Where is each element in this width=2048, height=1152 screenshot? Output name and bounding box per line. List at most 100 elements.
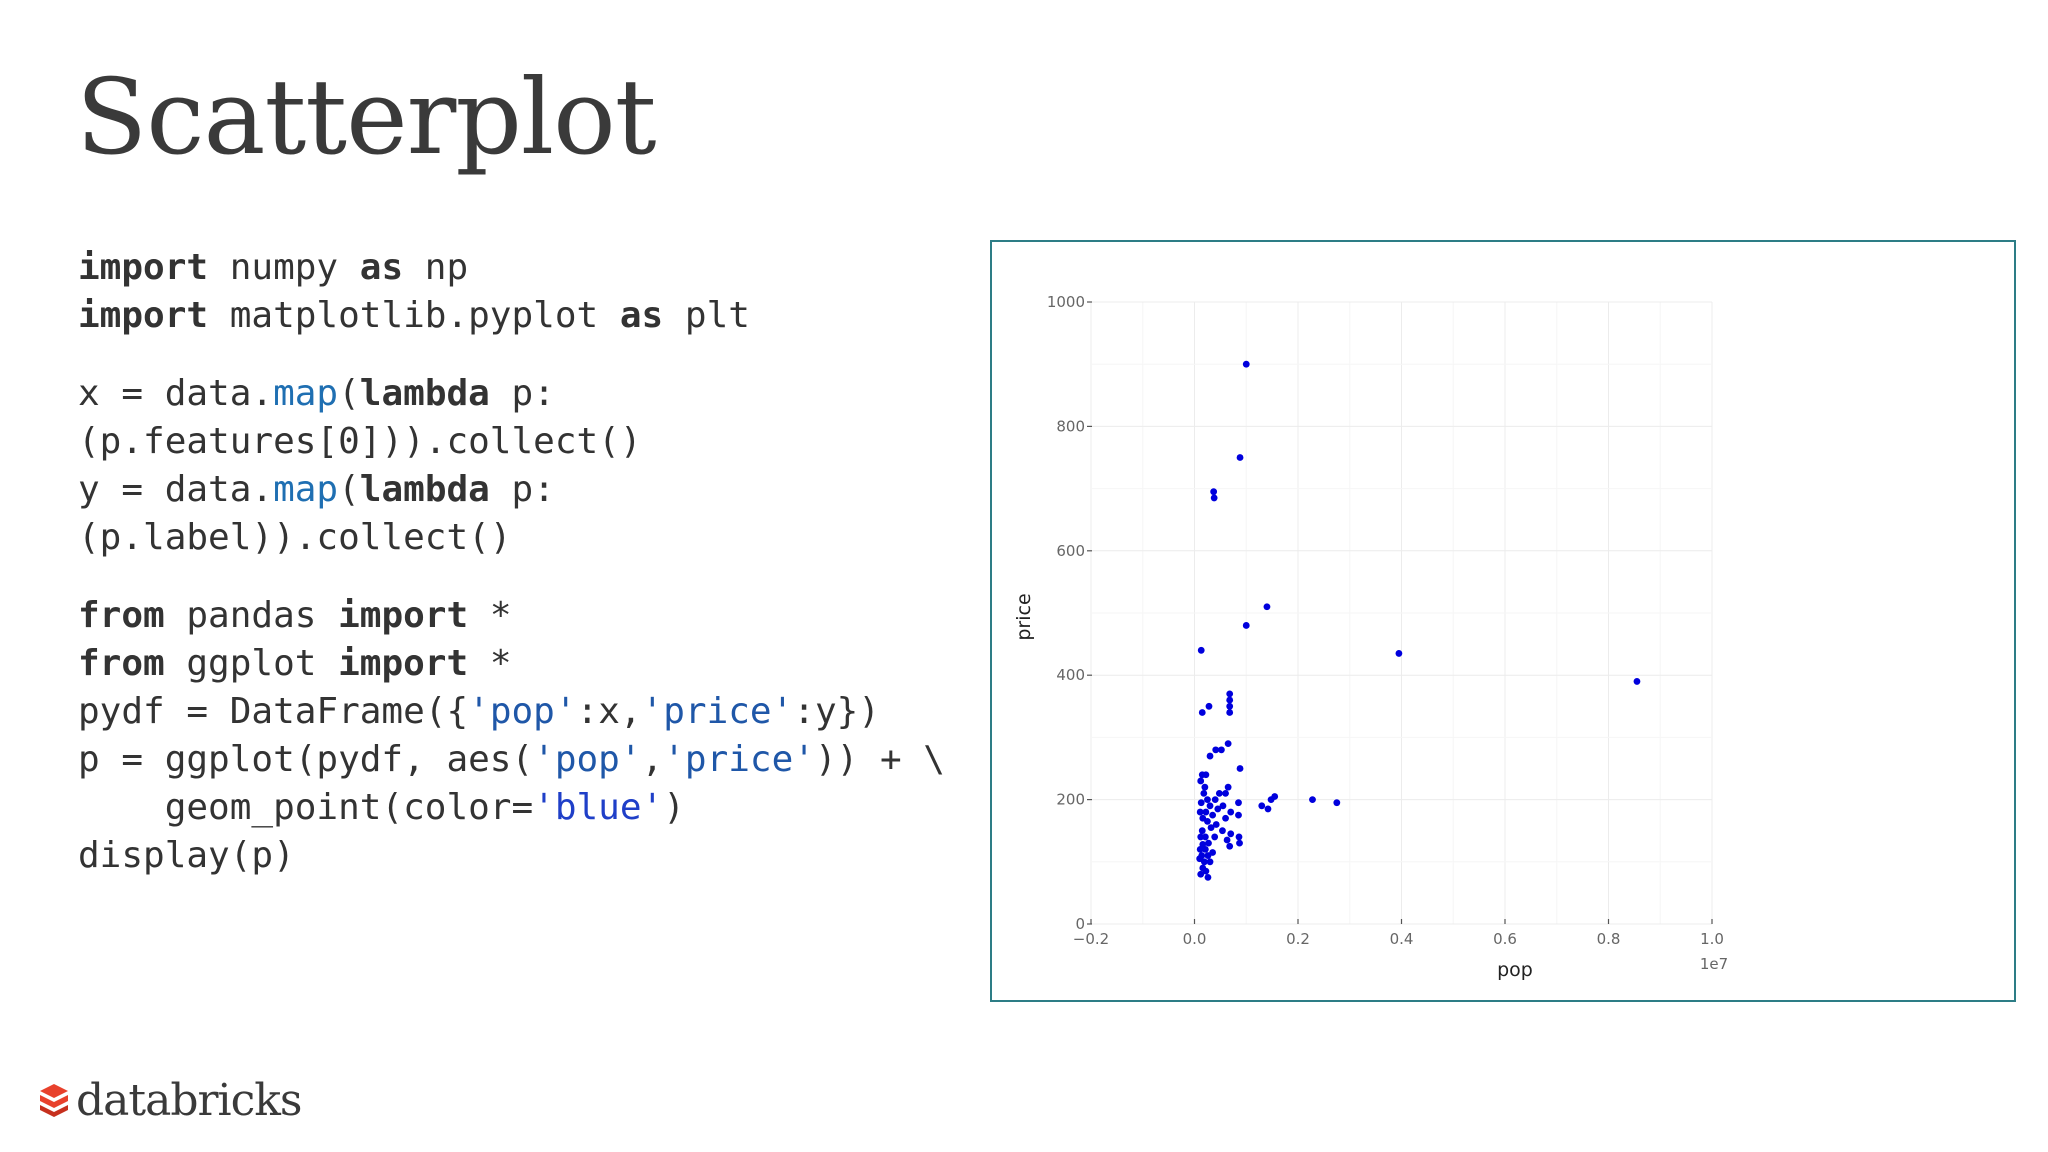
code-text: plt: [663, 295, 750, 336]
x-tick-label: −0.2: [1073, 930, 1109, 948]
scatter-point: [1210, 494, 1218, 502]
scatter-point: [1197, 833, 1205, 841]
scatter-point: [1201, 783, 1209, 791]
scatter-point: [1212, 821, 1220, 828]
code-string: 'pop': [468, 691, 577, 732]
code-string: 'price': [663, 739, 815, 780]
scatter-point: [1205, 702, 1213, 710]
scatter-point: [1210, 488, 1218, 496]
scatter-point: [1226, 702, 1234, 710]
scatter-point: [1211, 833, 1219, 841]
scatter-point: [1198, 827, 1206, 835]
code-gap: [78, 340, 978, 370]
scatter-point: [1223, 836, 1231, 844]
scatter-point: [1197, 799, 1205, 807]
code-text: )) + \: [814, 739, 945, 780]
code-keyword: import: [78, 295, 209, 336]
scatter-point: [1242, 360, 1250, 368]
scatter-point: [1224, 740, 1232, 748]
x-axis-offset-label: 1e7: [1700, 955, 1728, 973]
code-string: 'blue': [533, 787, 664, 828]
code-keyword: from: [78, 643, 165, 684]
code-function: map: [273, 469, 339, 510]
scatter-point: [1219, 802, 1227, 810]
scatter-point: [1226, 842, 1234, 850]
y-tick-label: 800: [1056, 417, 1085, 435]
scatter-point: [1202, 867, 1210, 875]
code-text: p:: [489, 373, 555, 414]
code-text: (p.features[0])).collect(): [78, 421, 642, 462]
scatter-point: [1205, 839, 1212, 847]
code-text: (: [338, 373, 360, 414]
code-keyword: as: [619, 295, 664, 336]
scatter-point: [1236, 454, 1244, 461]
scatter-point: [1395, 650, 1403, 657]
x-tick-label: 1.0: [1700, 930, 1724, 948]
scatter-point: [1197, 777, 1205, 785]
scatter-point: [1197, 870, 1205, 878]
code-text: np: [403, 247, 469, 288]
code-keyword: lambda: [359, 469, 490, 510]
x-tick-label: 0.2: [1286, 930, 1310, 948]
scatter-point: [1196, 808, 1204, 816]
scatter-point: [1207, 824, 1215, 831]
scatter-point: [1209, 811, 1217, 819]
code-keyword: import: [338, 643, 469, 684]
x-tick-label: 0.8: [1597, 930, 1621, 948]
scatter-point: [1226, 709, 1234, 716]
x-tick-label: 0.0: [1183, 930, 1207, 948]
databricks-logo-icon: [40, 1084, 68, 1117]
y-axis-label: price: [1013, 593, 1035, 640]
code-line-8: from ggplot import *: [78, 640, 978, 688]
scatter-point: [1235, 811, 1242, 819]
code-text: *: [468, 643, 512, 684]
brand-name: databricks: [76, 1074, 302, 1126]
code-text: :y}): [793, 691, 880, 732]
y-tick-label: 400: [1056, 666, 1085, 684]
code-text: geom_point(color=: [78, 787, 534, 828]
scatter-point: [1227, 830, 1235, 838]
scatter-point: [1204, 852, 1212, 859]
code-keyword: as: [359, 247, 404, 288]
scatter-point: [1202, 771, 1210, 779]
x-tick-label: 0.4: [1390, 930, 1414, 948]
grid-layer: [1090, 301, 1713, 925]
y-tick-label: 1000: [1047, 293, 1085, 311]
code-line-10: p = ggplot(pydf, aes('pop','price')) + \: [78, 736, 978, 784]
scatter-point: [1211, 796, 1219, 803]
scatter-point: [1222, 814, 1229, 822]
slide-title: Scatterplot: [76, 56, 657, 178]
scatter-point: [1226, 690, 1234, 698]
code-text: (p.label)).collect(): [78, 517, 512, 558]
code-text: ,: [641, 739, 664, 780]
code-string: 'pop': [533, 739, 642, 780]
code-text: p = ggplot(pydf, aes(: [78, 739, 534, 780]
code-string: 'price': [641, 691, 794, 732]
y-tick-label: 0: [1075, 915, 1085, 933]
scatter-point: [1200, 789, 1208, 797]
scatter-point: [1204, 817, 1211, 825]
scatter-point: [1309, 796, 1316, 803]
code-text: numpy: [208, 247, 360, 288]
scatter-point: [1227, 808, 1235, 816]
code-keyword: import: [78, 247, 209, 288]
scatter-point: [1218, 746, 1225, 754]
scatter-point: [1197, 646, 1205, 654]
y-tick-label: 600: [1056, 542, 1085, 560]
code-text: ): [663, 787, 685, 828]
scatter-point: [1212, 746, 1220, 754]
code-text: x = data.: [78, 373, 274, 414]
scatter-point: [1242, 622, 1250, 629]
scatter-point: [1236, 765, 1244, 772]
scatter-point: [1206, 752, 1214, 760]
code-line-4: (p.features[0])).collect(): [78, 418, 978, 466]
brand-logo: databricks: [38, 1074, 302, 1126]
chart-frame: −0.2 0.0 0.2 0.4 0.6 0.8 1.0 0 200 400 600 800 1000 …: [990, 240, 2016, 1002]
code-line-12: display(p): [78, 832, 978, 880]
scatter-point: [1200, 858, 1208, 866]
code-text: pandas: [164, 595, 339, 636]
code-block: import numpy as np import matplotlib.pyp…: [78, 244, 978, 880]
code-text: ggplot: [164, 643, 339, 684]
scatter-point: [1202, 808, 1210, 816]
code-line-5: y = data.map(lambda p:: [78, 466, 978, 514]
